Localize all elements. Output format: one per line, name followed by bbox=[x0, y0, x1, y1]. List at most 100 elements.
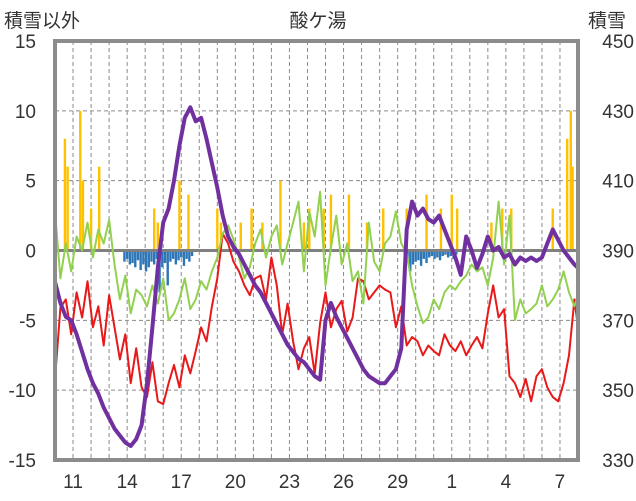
orange-precip-bars-bar bbox=[322, 208, 325, 251]
blue-negative-bars-bar bbox=[136, 250, 140, 261]
orange-precip-bars-bar bbox=[490, 222, 493, 251]
blue-negative-bars-bar bbox=[455, 250, 458, 255]
blue-negative-bars-bar bbox=[163, 250, 167, 264]
x-tick-label: 11 bbox=[63, 472, 83, 493]
blue-negative-bars-bar bbox=[182, 250, 186, 266]
orange-precip-bars-bar bbox=[250, 208, 253, 251]
blue-negative-bars-bar bbox=[161, 250, 164, 268]
x-tick-label: 1 bbox=[446, 472, 457, 493]
x-tick-label: 29 bbox=[387, 472, 408, 493]
orange-precip-bars-bar bbox=[81, 180, 85, 251]
left-tick-label: -10 bbox=[9, 381, 36, 402]
blue-negative-bars-bar bbox=[134, 250, 137, 268]
x-tick-label: 23 bbox=[279, 472, 300, 493]
x-tick-label: 17 bbox=[171, 472, 192, 493]
grid-lines bbox=[55, 41, 579, 460]
orange-precip-bars-bar bbox=[329, 194, 333, 251]
orange-precip-bars-bar bbox=[302, 222, 306, 251]
blue-negative-bars-bar bbox=[155, 250, 159, 259]
left-tick-label: 0 bbox=[25, 242, 36, 263]
line-series bbox=[53, 105, 580, 448]
blue-negative-bars-bar bbox=[171, 250, 175, 259]
orange-precip-bars-bar bbox=[347, 194, 351, 251]
orange-precip-bars-bar bbox=[501, 208, 504, 251]
orange-precip-bars-bar bbox=[152, 208, 156, 251]
orange-precip-bars-bar bbox=[425, 194, 428, 251]
x-tick-label: 14 bbox=[117, 472, 139, 493]
orange-precip-bars-bar bbox=[279, 180, 282, 251]
blue-negative-bars-bar bbox=[180, 250, 183, 258]
blue-negative-bars-bar bbox=[177, 250, 180, 261]
blue-negative-bars-bar bbox=[436, 250, 439, 258]
blue-negative-bars-bar bbox=[144, 250, 148, 272]
green-series-line bbox=[54, 190, 579, 325]
blue-negative-bars-bar bbox=[142, 250, 145, 265]
blue-negative-bars-bar bbox=[444, 250, 447, 255]
blue-negative-bars-bar bbox=[411, 250, 415, 265]
right-tick-label: 350 bbox=[602, 381, 634, 402]
blue-negative-bars-bar bbox=[449, 250, 453, 257]
orange-precip-bars-bar bbox=[89, 208, 93, 251]
right-tick-label: 330 bbox=[602, 451, 634, 472]
blue-negative-bars-bar bbox=[414, 250, 417, 262]
blue-negative-bars-bar bbox=[166, 250, 169, 286]
tick-labels: -15 -10 -5 0 5 10 15 330 350 370 390 410 430 450 11 14 1… bbox=[9, 32, 634, 493]
orange-precip-bars-bar bbox=[308, 208, 311, 251]
blue-negative-bars-bar bbox=[169, 250, 172, 262]
orange-precip-bars-bar bbox=[156, 222, 159, 251]
orange-precip-bars-bar bbox=[79, 110, 82, 251]
right-tick-label: 370 bbox=[602, 311, 634, 332]
orange-precip-bars-bar bbox=[63, 138, 67, 251]
left-tick-label: -15 bbox=[9, 451, 36, 472]
blue-negative-bars-bar bbox=[433, 250, 436, 259]
x-tick-label: 26 bbox=[333, 472, 354, 493]
x-tick-label: 20 bbox=[225, 472, 246, 493]
orange-precip-bars-bar bbox=[569, 110, 572, 251]
blue-negative-bars-bar bbox=[152, 250, 156, 265]
x-tick-label: 7 bbox=[555, 472, 566, 493]
blue-negative-bars-bar bbox=[158, 250, 161, 293]
blue-negative-bars-bar bbox=[147, 250, 150, 268]
left-tick-label: 10 bbox=[15, 102, 36, 123]
blue-negative-bars-bar bbox=[125, 250, 129, 259]
blue-negative-bars-bar bbox=[422, 250, 426, 259]
orange-precip-bars-bar bbox=[510, 208, 513, 251]
blue-negative-bars-bar bbox=[150, 250, 153, 262]
orange-precip-bars-bar bbox=[178, 180, 181, 251]
blue-negative-bars-bar bbox=[417, 250, 420, 261]
chart-title: 酸ケ湯 bbox=[289, 10, 346, 32]
right-tick-label: 430 bbox=[602, 102, 634, 123]
blue-negative-bars-bar bbox=[409, 250, 412, 272]
orange-precip-bars-bar bbox=[66, 166, 69, 251]
orange-precip-bars-bar bbox=[219, 222, 223, 251]
orange-precip-bars-bar bbox=[439, 208, 443, 251]
orange-precip-bars-bar bbox=[571, 166, 574, 251]
blue-negative-bars-bar bbox=[128, 250, 132, 265]
blue-negative-bars-bar bbox=[419, 250, 423, 266]
left-tick-label: 15 bbox=[15, 32, 36, 53]
orange-precip-bars-bar bbox=[187, 194, 190, 251]
right-tick-label: 410 bbox=[602, 172, 634, 193]
blue-negative-bars-bar bbox=[190, 250, 194, 257]
orange-precip-bars-bar bbox=[455, 208, 459, 251]
orange-precip-bars-bar bbox=[97, 166, 101, 251]
blue-negative-bars-bar bbox=[123, 250, 126, 262]
left-tick-label: 5 bbox=[25, 172, 36, 193]
blue-negative-bars-bar bbox=[430, 250, 434, 257]
blue-negative-bars-bar bbox=[438, 250, 442, 261]
blue-negative-bars-bar bbox=[185, 250, 188, 259]
left-axis-label: 積雪以外 bbox=[4, 10, 80, 32]
blue-negative-bars-bar bbox=[131, 250, 134, 264]
blue-negative-bars-bar bbox=[188, 250, 191, 262]
orange-precip-bars-bar bbox=[216, 208, 219, 251]
orange-precip-bars-bar bbox=[565, 138, 569, 251]
left-tick-label: -5 bbox=[19, 311, 36, 332]
plot-frame bbox=[53, 39, 580, 462]
blue-negative-bars-bar bbox=[446, 250, 450, 258]
right-tick-label: 390 bbox=[602, 242, 634, 263]
orange-precip-bars-bar bbox=[450, 194, 453, 251]
right-tick-label: 450 bbox=[602, 32, 634, 53]
right-axis-label: 積雪 bbox=[588, 10, 626, 32]
orange-precip-bars-bar bbox=[382, 208, 385, 251]
